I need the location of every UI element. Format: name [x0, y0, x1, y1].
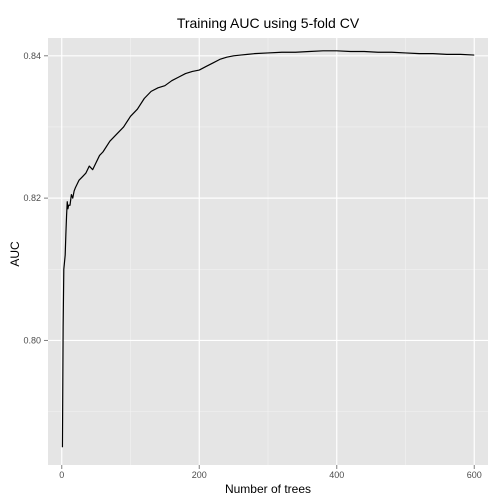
chart-title: Training AUC using 5-fold CV	[177, 15, 360, 31]
x-tick-label: 0	[59, 470, 64, 480]
y-tick-label: 0.84	[23, 51, 41, 61]
y-axis-label: AUC	[8, 241, 22, 267]
y-tick-label: 0.82	[23, 193, 41, 203]
grid	[48, 38, 488, 465]
x-axis-label: Number of trees	[225, 482, 311, 496]
series-layer	[61, 50, 475, 448]
x-tick-label: 200	[192, 470, 207, 480]
x-tick-label: 600	[467, 470, 482, 480]
x-tick-label: 400	[329, 470, 344, 480]
y-tick-label: 0.80	[23, 335, 41, 345]
ticks: 0 200 400 600 0.80 0.82 0.84	[23, 51, 481, 480]
series-line	[61, 50, 475, 448]
